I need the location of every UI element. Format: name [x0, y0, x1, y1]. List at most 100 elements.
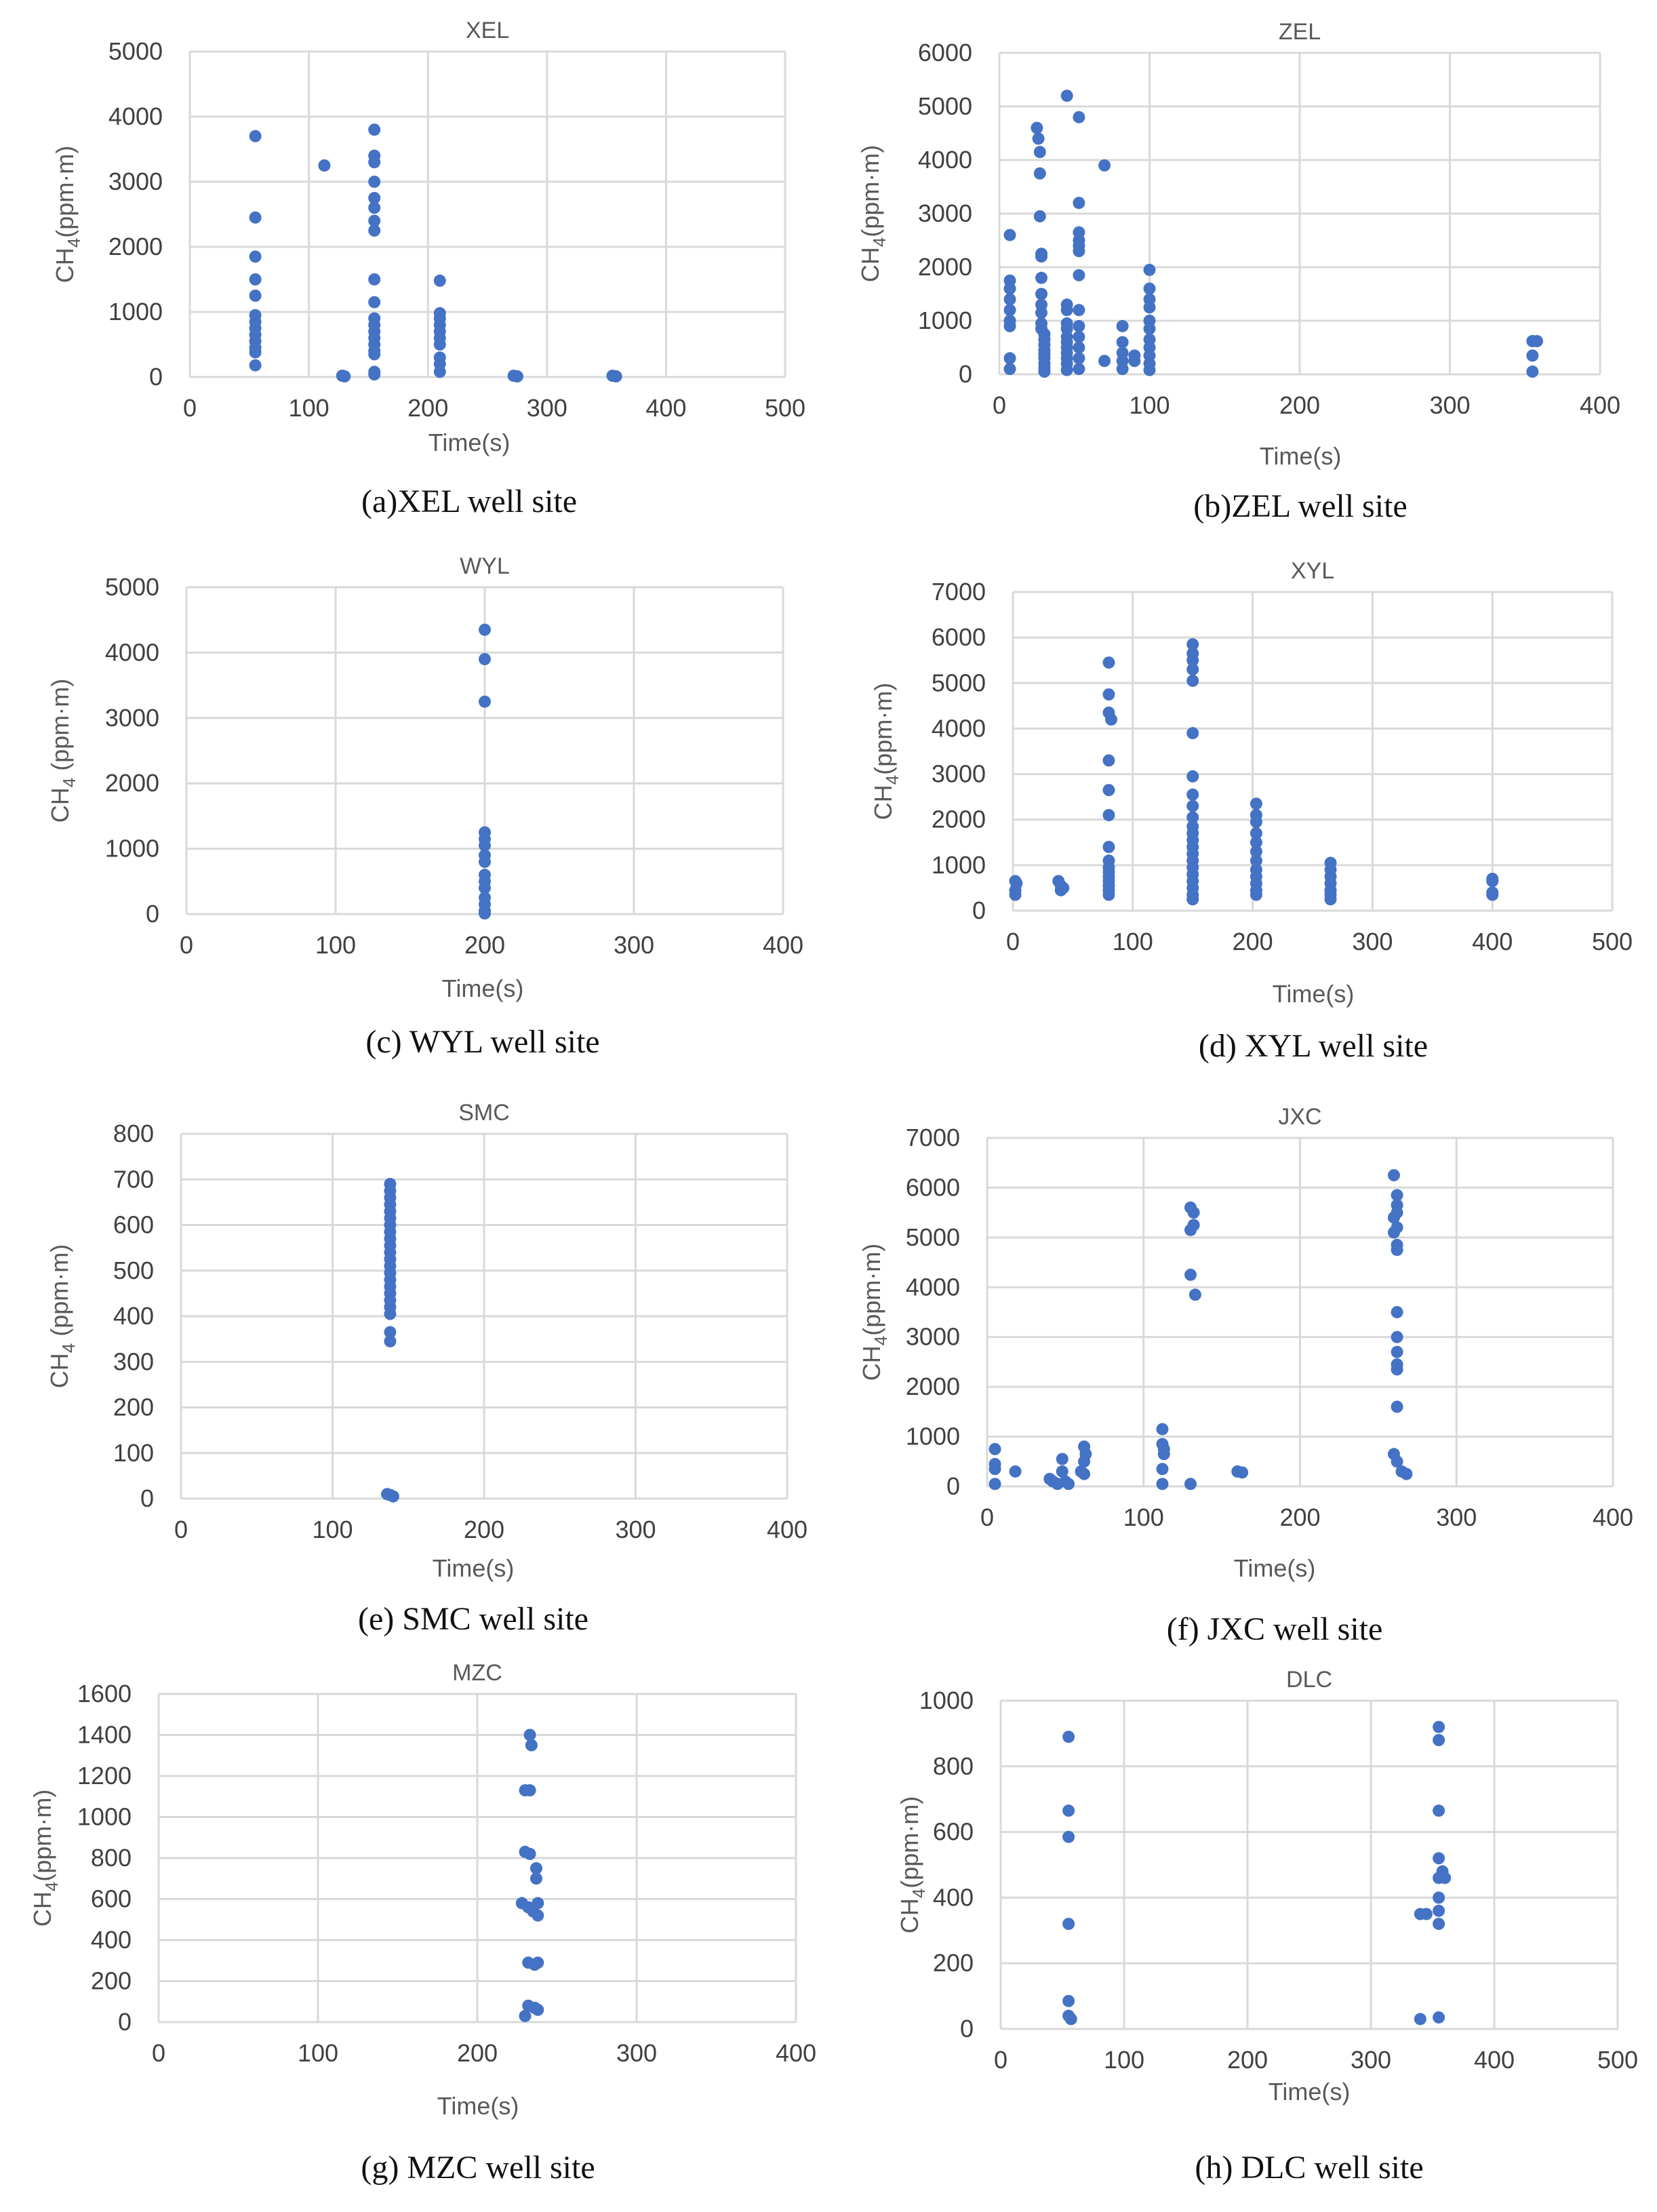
- y-tick-label: 400: [91, 1926, 132, 1954]
- data-point: [1060, 304, 1073, 317]
- x-tick-label: 400: [645, 394, 686, 422]
- y-tick-label: 0: [146, 900, 159, 928]
- data-point: [368, 224, 381, 237]
- data-point: [1116, 363, 1129, 376]
- data-point: [1156, 1463, 1169, 1476]
- x-tick-label: 100: [289, 394, 330, 422]
- data-point: [433, 338, 446, 351]
- data-point: [384, 1335, 397, 1347]
- x-tick-label: 400: [1472, 928, 1513, 955]
- data-point: [530, 1872, 542, 1885]
- x-tick-label: 300: [1352, 928, 1393, 955]
- data-point: [1387, 1211, 1400, 1224]
- data-point: [1250, 836, 1262, 849]
- y-tick-label: 5000: [105, 573, 159, 601]
- y-tick-label: 300: [113, 1347, 154, 1375]
- y-tick-label: 3000: [906, 1323, 960, 1351]
- data-point: [1433, 1891, 1445, 1904]
- data-point: [530, 1862, 542, 1875]
- data-point: [1003, 304, 1016, 317]
- data-point: [1073, 341, 1085, 354]
- y-tick-label: 0: [946, 1472, 960, 1500]
- y-axis-label-units: (ppm·m): [856, 145, 884, 237]
- chart-title: MZC: [452, 1660, 502, 1686]
- data-point: [610, 370, 622, 383]
- data-point: [1250, 827, 1262, 840]
- data-point: [1003, 319, 1016, 332]
- y-tick-label: 800: [933, 1752, 974, 1780]
- data-point: [1102, 888, 1115, 901]
- data-point: [1003, 352, 1016, 365]
- y-axis-label-units: (ppm·m): [46, 679, 74, 778]
- y-tick-label: 5000: [108, 37, 163, 65]
- y-tick-label: 0: [960, 2015, 974, 2042]
- y-tick-label: 2000: [932, 806, 986, 833]
- subplot-c: 0 100 200 300 400010002000300040005000WYLTim…: [46, 553, 803, 1060]
- data-point: [1031, 121, 1043, 134]
- x-tick-label: 400: [1474, 2046, 1515, 2074]
- y-tick-label: 600: [113, 1211, 154, 1239]
- x-tick-label: 300: [1429, 391, 1470, 419]
- data-point: [1433, 1852, 1445, 1865]
- x-tick-label: 300: [527, 394, 567, 422]
- y-axis-label-subscript: 4: [58, 1343, 79, 1353]
- data-point: [1433, 1720, 1445, 1733]
- data-point: [1186, 788, 1199, 801]
- y-axis-label-main: CH: [28, 1891, 56, 1927]
- chart-title: XEL: [466, 18, 509, 43]
- y-axis-label: CH4 (ppm·m): [46, 679, 79, 823]
- data-point: [433, 274, 446, 287]
- data-point: [1003, 229, 1016, 241]
- subplot-caption: (h) DLC well site: [1195, 2150, 1423, 2186]
- subplot-e: 0 100 200 300 400 0 100 200 300 400 500 600 700 800 SM…: [45, 1100, 807, 1637]
- x-tick-label: 200: [1279, 1503, 1320, 1531]
- data-point: [249, 211, 262, 224]
- data-point: [433, 366, 446, 378]
- x-tick-label: 200: [464, 1516, 504, 1543]
- data-point: [1236, 1466, 1249, 1479]
- y-axis-label-subscript: 4: [871, 1336, 891, 1345]
- data-point: [1056, 1453, 1069, 1465]
- data-point: [368, 201, 381, 214]
- data-point: [1073, 197, 1085, 210]
- x-tick-label: 0: [183, 394, 197, 422]
- data-point: [1157, 1448, 1170, 1461]
- y-tick-label: 6000: [932, 623, 986, 651]
- data-point: [1128, 355, 1141, 368]
- y-axis-label-main: CH: [51, 248, 79, 283]
- chart-title: ZEL: [1279, 19, 1321, 45]
- data-point: [1186, 770, 1199, 783]
- data-point: [1186, 727, 1199, 740]
- x-tick-label: 200: [457, 2039, 498, 2067]
- y-axis-label-subscript: 4: [909, 1889, 929, 1898]
- y-axis-label-units: (ppm·m): [51, 146, 79, 238]
- data-point: [523, 1847, 536, 1860]
- x-tick-label: 100: [1123, 1503, 1164, 1531]
- y-tick-label: 1000: [906, 1423, 960, 1450]
- data-point: [1420, 1908, 1433, 1920]
- x-tick-label: 0: [174, 1516, 188, 1543]
- subplot-b: 0 100 200 300 4000100020003000400050006000ZE…: [856, 19, 1620, 524]
- x-axis-label: Time(s): [1234, 1554, 1316, 1582]
- chart-title: SMC: [458, 1100, 510, 1126]
- x-tick-label: 300: [1436, 1503, 1477, 1531]
- data-point: [1186, 893, 1199, 906]
- chart-title: DLC: [1286, 1667, 1332, 1693]
- data-point: [989, 1442, 1001, 1455]
- data-point: [1184, 1478, 1197, 1490]
- data-point: [1391, 1306, 1403, 1318]
- data-point: [1433, 1904, 1445, 1917]
- x-tick-label: 200: [1227, 2046, 1268, 2074]
- y-axis-label: CH4(ppm·m): [51, 146, 84, 283]
- data-point: [532, 2003, 544, 2016]
- data-point: [1186, 811, 1199, 824]
- y-tick-label: 0: [972, 896, 986, 924]
- y-axis-label: CH4 (ppm·m): [45, 1244, 79, 1388]
- data-point: [1035, 271, 1048, 284]
- subplot-caption: (g) MZC well site: [361, 2150, 595, 2186]
- y-axis-label-subscript: 4: [64, 238, 84, 248]
- y-axis-label: CH4(ppm·m): [896, 1796, 929, 1933]
- y-axis-label-units: (ppm·m): [28, 1790, 56, 1882]
- y-tick-label: 600: [933, 1818, 974, 1846]
- y-axis-label: CH4(ppm·m): [856, 145, 890, 282]
